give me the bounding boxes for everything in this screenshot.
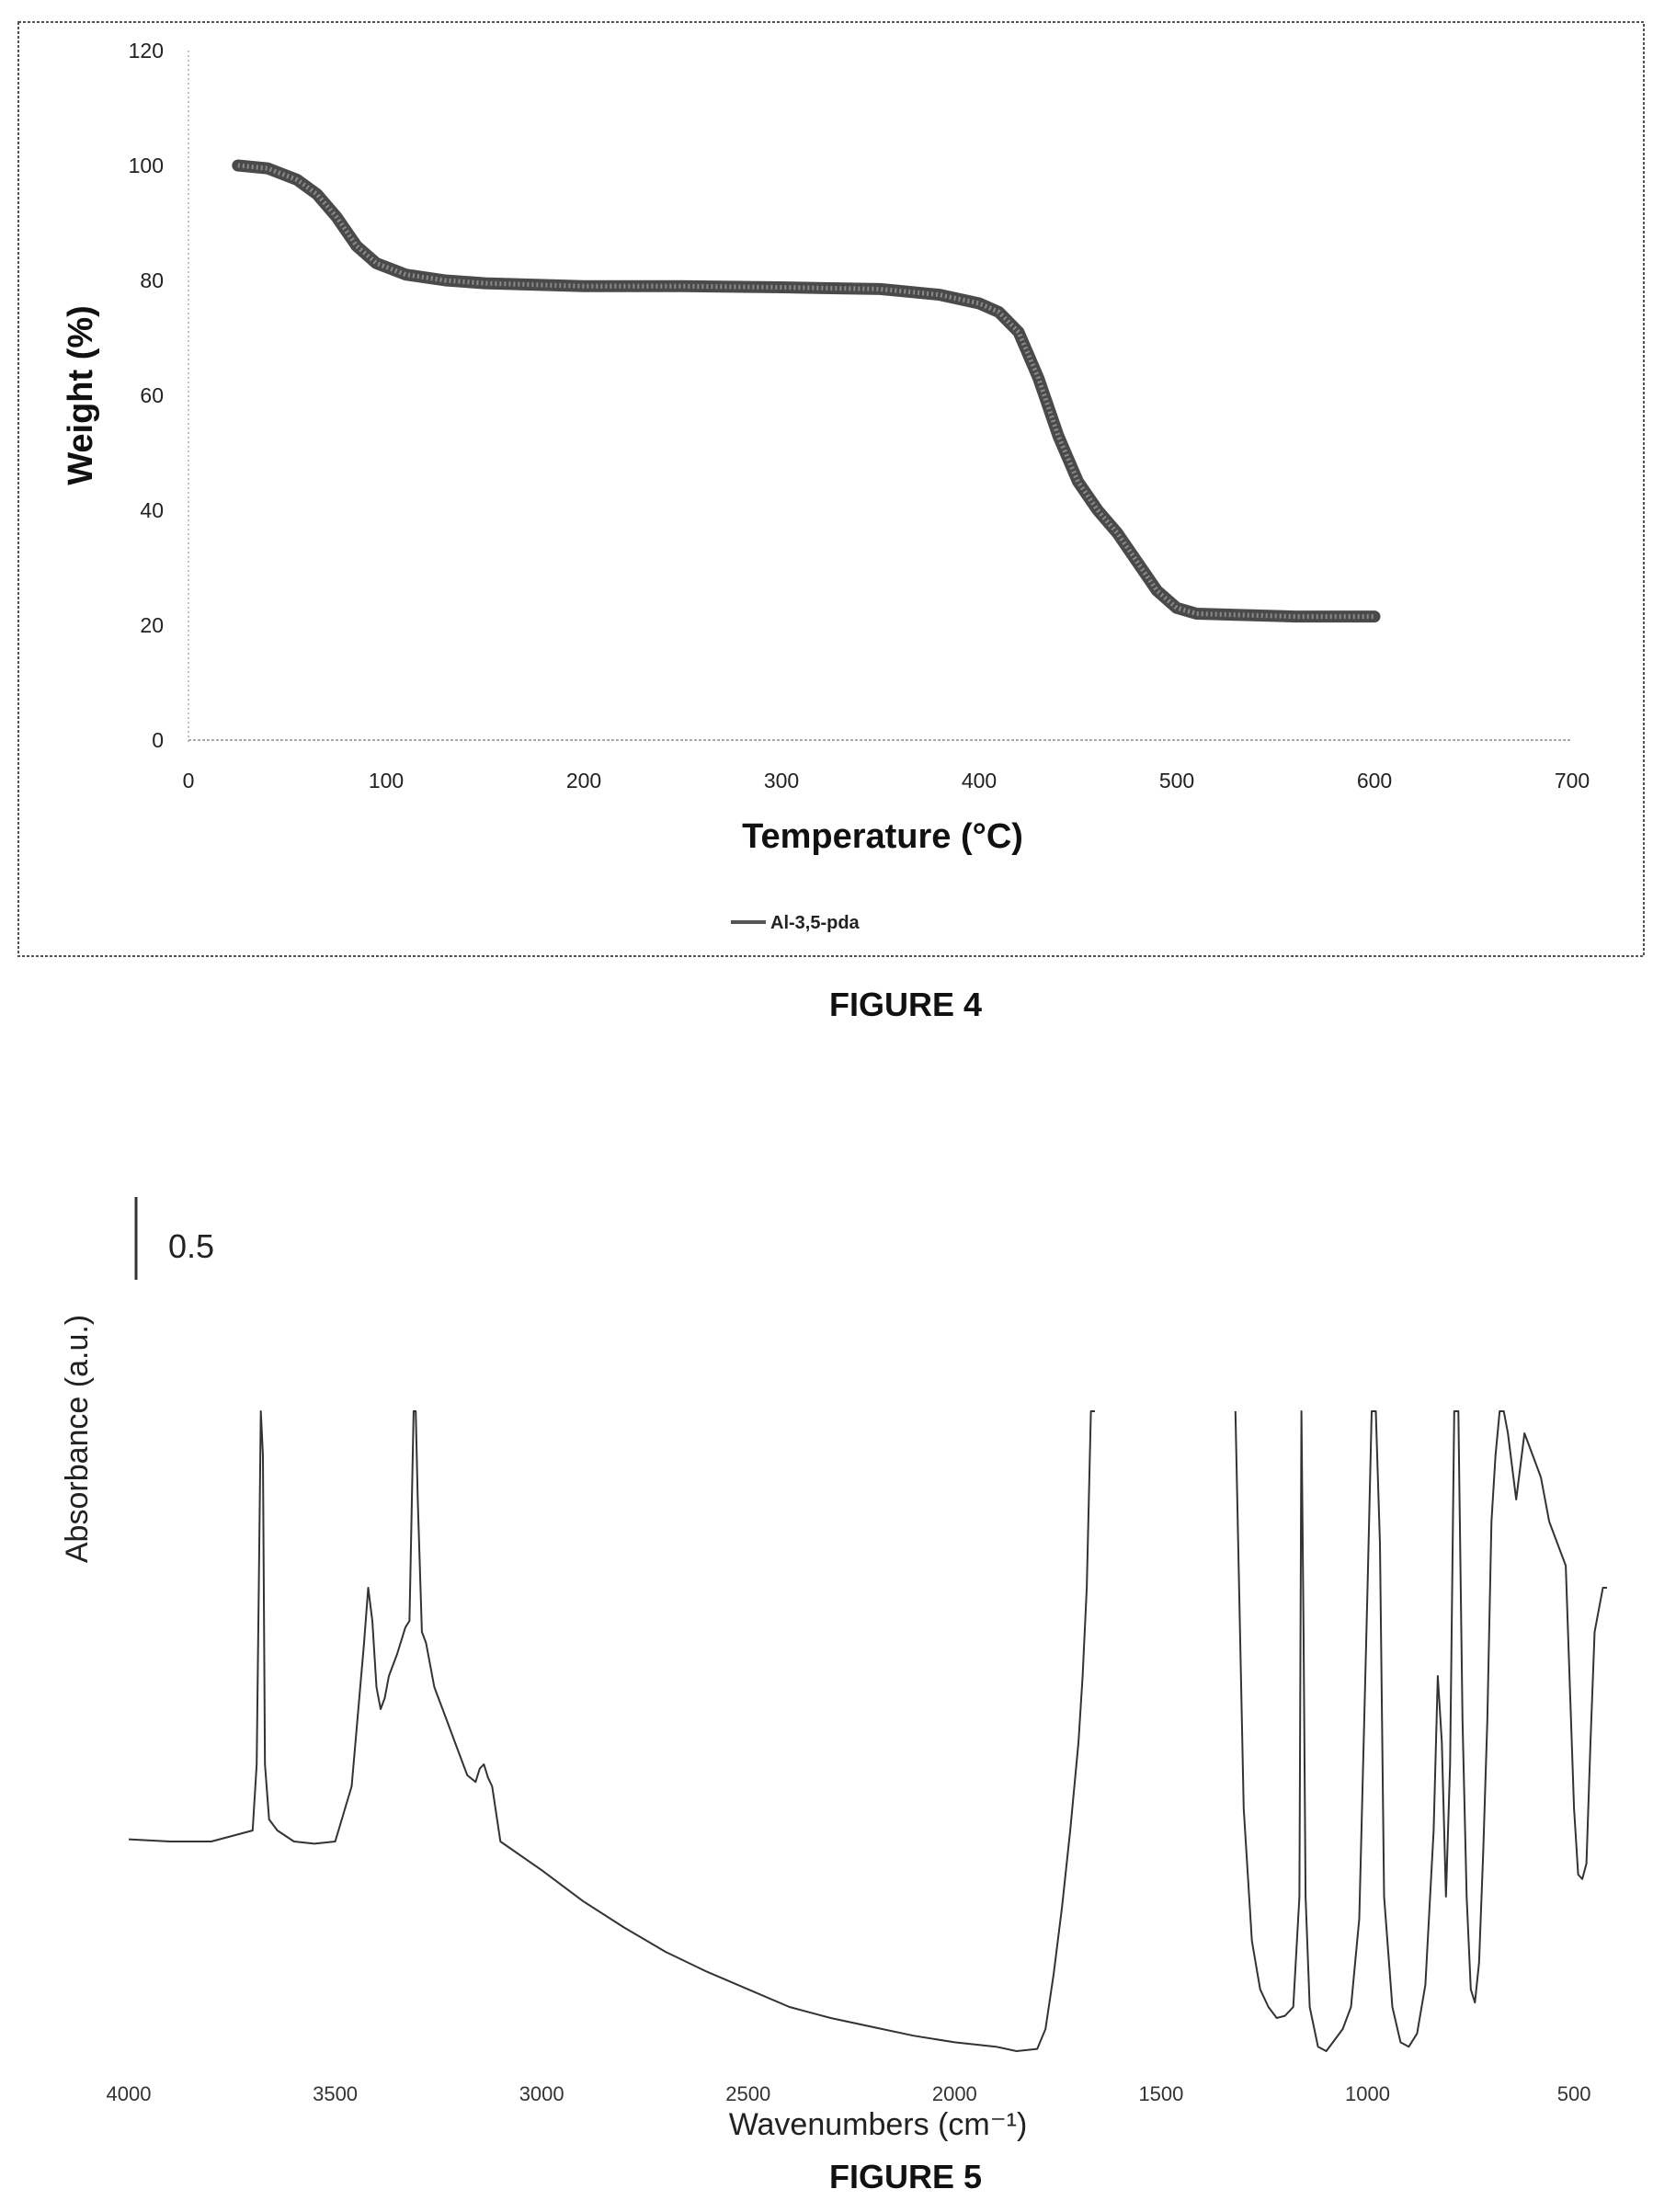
x-tick-label: 200: [566, 769, 601, 792]
figure-5-x-axis-title: Wavenumbers (cm⁻¹): [729, 2107, 1028, 2142]
y-tick-label: 20: [140, 613, 164, 637]
scale-bar: 0.5: [134, 1197, 214, 1280]
figure-4-x-tick-labels: 0 100 200 300 400 500 600 700: [183, 769, 1590, 792]
x-tick-label: 100: [369, 769, 404, 792]
x-tick-label: 3500: [313, 2082, 358, 2105]
x-tick-label: 0: [183, 769, 195, 792]
x-tick-label: 300: [764, 769, 799, 792]
x-tick-label: 2000: [932, 2082, 977, 2105]
y-tick-label: 80: [140, 268, 164, 292]
ftir-spectrum-trace: [128, 1410, 1095, 2052]
x-tick-label: 4000: [107, 2082, 152, 2105]
x-tick-label: 400: [962, 769, 997, 792]
figure-4-frame: [17, 21, 1645, 957]
x-tick-label: 600: [1357, 769, 1392, 792]
figure-5-x-tick-labels: 4000 3500 3000 2500 2000 1500 1000 500: [107, 2082, 1591, 2105]
y-tick-label: 100: [129, 154, 164, 177]
figure-5-series: [128, 1410, 1607, 2052]
x-tick-label: 2500: [725, 2082, 770, 2105]
x-tick-label: 500: [1159, 769, 1194, 792]
x-tick-label: 500: [1557, 2082, 1591, 2105]
figure-5: 0.5 4000 3500 3000 2500 2000 1500 1000 500 Abso…: [60, 1197, 1607, 2142]
tga-curve-texture: [237, 163, 1374, 620]
figure-5-caption: FIGURE 5: [829, 2158, 982, 2195]
x-tick-label: 1000: [1345, 2082, 1390, 2105]
figure-4: 0 20 40 60 80 100 120 0 100 200 300 400 500 600 700 W…: [17, 21, 1645, 957]
y-tick-label: 60: [140, 383, 164, 407]
figure-4-x-axis-title: Temperature (°C): [742, 817, 1023, 856]
tga-curve: [232, 159, 1381, 623]
x-tick-label: 700: [1555, 769, 1590, 792]
figure-4-series: [232, 159, 1381, 623]
figure-4-y-tick-labels: 0 20 40 60 80 100 120: [129, 39, 164, 752]
x-tick-label: 1500: [1138, 2082, 1183, 2105]
x-tick-label: 3000: [519, 2082, 564, 2105]
legend-label: Al-3,5-pda: [770, 913, 861, 933]
scale-bar-label: 0.5: [168, 1227, 214, 1265]
figure-4-caption: FIGURE 4: [829, 986, 982, 1023]
figure-4-y-axis-title: Weight (%): [62, 305, 100, 485]
figure-5-y-axis-title: Absorbance (a.u.): [60, 1315, 95, 1563]
figure-4-legend: Al-3,5-pda: [731, 913, 861, 933]
y-tick-label: 120: [129, 39, 164, 63]
ftir-spectrum-trace: [1234, 1410, 1607, 2052]
y-tick-label: 0: [152, 728, 164, 752]
y-tick-label: 40: [140, 498, 164, 522]
